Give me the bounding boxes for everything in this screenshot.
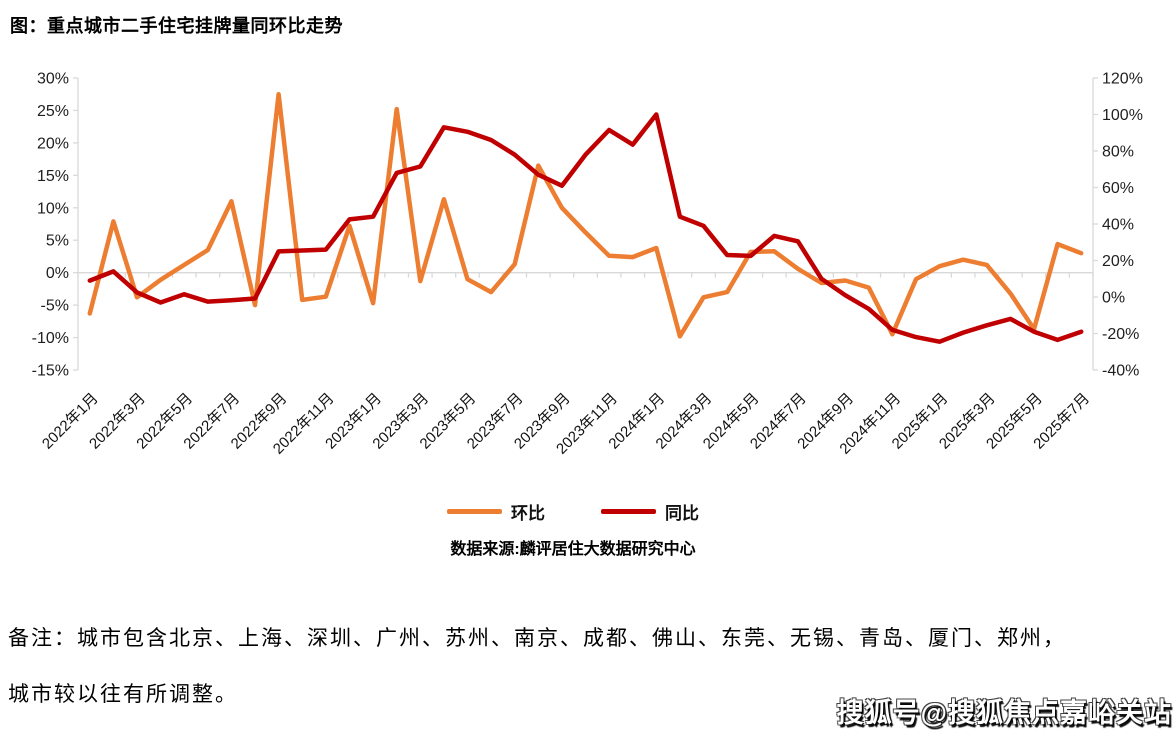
- chart-title: 图：重点城市二手住宅挂牌量同环比走势: [10, 16, 343, 36]
- svg-text:20%: 20%: [37, 135, 69, 152]
- svg-text:-40%: -40%: [1102, 363, 1139, 380]
- svg-text:5%: 5%: [46, 233, 69, 250]
- trend-line-chart: 30% 25% 20% 15% 10% 5% 0% -5% -10% -15% 120% 100% 80…: [32, 71, 1143, 458]
- data-source-caption: 数据来源:麟评居住大数据研究中心: [450, 541, 696, 558]
- yoy-line-swatch: [601, 509, 656, 514]
- svg-text:-20%: -20%: [1102, 326, 1139, 343]
- svg-text:0%: 0%: [1102, 290, 1125, 307]
- chart-legend: 环比 同比: [0, 499, 1160, 524]
- footnote-line-1: 备注：城市包含北京、上海、深圳、广州、苏州、南京、成都、佛山、东莞、无锡、青岛、…: [8, 626, 1066, 650]
- sohu-watermark: 搜狐号@搜狐焦点嘉峪关站: [836, 698, 1172, 728]
- svg-text:25%: 25%: [37, 103, 69, 120]
- svg-text:80%: 80%: [1102, 144, 1134, 161]
- svg-text:40%: 40%: [1102, 217, 1134, 234]
- svg-text:30%: 30%: [37, 71, 69, 88]
- footnote-line-2: 城市较以往有所调整。: [8, 682, 238, 706]
- svg-text:-5%: -5%: [41, 298, 69, 315]
- svg-text:15%: 15%: [37, 168, 69, 185]
- svg-text:0%: 0%: [46, 265, 69, 282]
- mom-line-swatch: [447, 509, 502, 514]
- svg-text:100%: 100%: [1102, 107, 1143, 124]
- legend-label-yoy: 同比: [665, 504, 699, 523]
- svg-text:60%: 60%: [1102, 180, 1134, 197]
- svg-text:-10%: -10%: [32, 330, 69, 347]
- legend-label-mom: 环比: [511, 504, 545, 523]
- svg-text:20%: 20%: [1102, 253, 1134, 270]
- svg-text:-15%: -15%: [32, 363, 69, 380]
- legend-item-yoy: 同比: [601, 499, 699, 524]
- svg-text:120%: 120%: [1102, 71, 1143, 88]
- svg-text:10%: 10%: [37, 200, 69, 217]
- legend-item-mom: 环比: [447, 499, 545, 524]
